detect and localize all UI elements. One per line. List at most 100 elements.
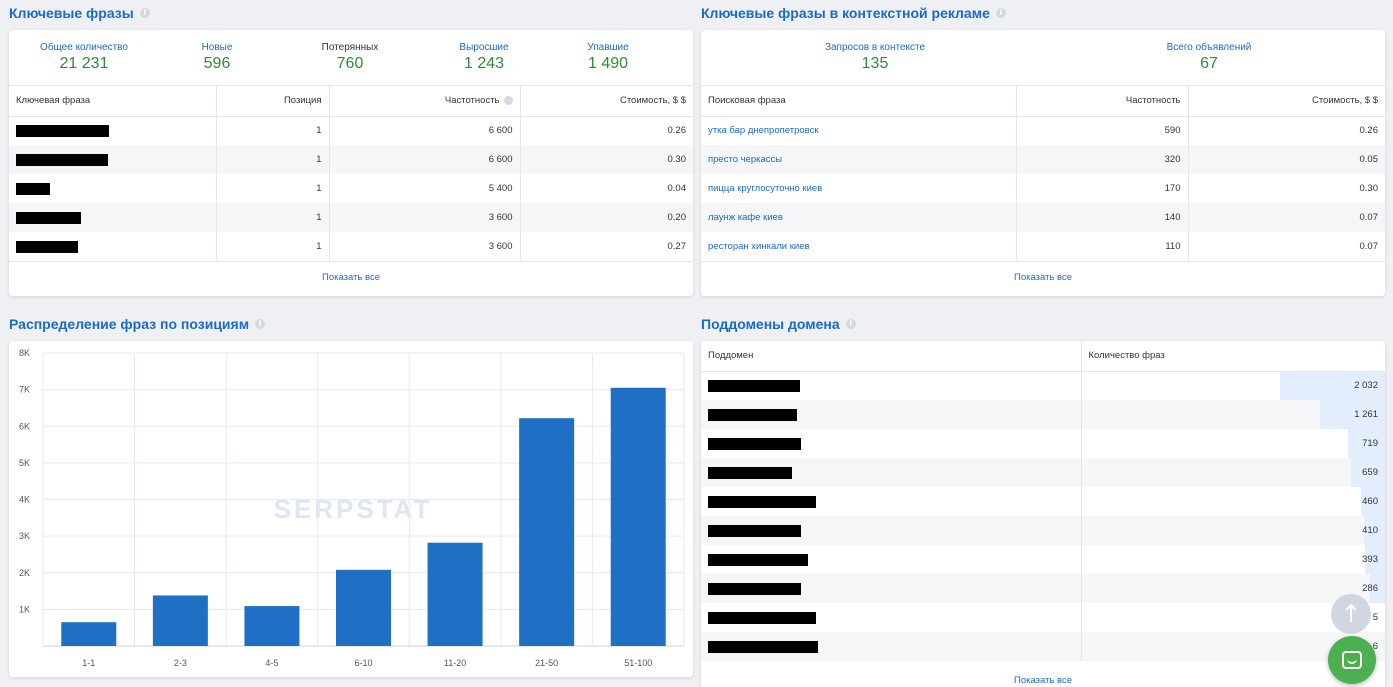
position-distribution-chart: SERPSTAT 1K 2K 3K 4K 5K 6K 7K 8K 1-1 2-3 4-5 6-10 11… xyxy=(19,348,685,668)
phrase-link[interactable]: престо черкассы xyxy=(701,145,1017,174)
bar-51-100[interactable] xyxy=(610,387,666,646)
table-row: 5 xyxy=(701,603,1385,632)
info-icon[interactable] xyxy=(503,96,513,106)
phrase-count: 659 xyxy=(1362,467,1378,478)
bar-11-20[interactable] xyxy=(427,542,483,646)
ads-table: Поисковая фраза Частотность Стоимость, $… xyxy=(701,86,1385,261)
info-icon[interactable]: i xyxy=(255,319,266,329)
col-cost[interactable]: Стоимость, $ $ xyxy=(1188,86,1385,117)
phrase-count: 460 xyxy=(1362,496,1378,507)
redacted-subdomain xyxy=(708,437,801,450)
chat-icon xyxy=(1342,651,1362,669)
keywords-table: Ключевая фраза Позиция Частотность Стоим… xyxy=(9,86,693,261)
stat-context-queries[interactable]: Запросов в контексте 135 xyxy=(824,42,926,72)
bar-1-1[interactable] xyxy=(61,622,117,646)
redacted-subdomain xyxy=(708,582,801,595)
stat-lost: Потерянных 760 xyxy=(321,42,379,72)
y-tick-label: 4K xyxy=(19,495,30,505)
col-cost[interactable]: Стоимость, $ $ xyxy=(520,86,693,117)
stat-grown[interactable]: Выросшие 1 243 xyxy=(459,42,509,72)
x-tick-label: 1-1 xyxy=(82,658,95,668)
y-tick-label: 3K xyxy=(19,531,30,541)
table-row: 1 3 600 0.27 xyxy=(9,232,693,261)
chat-button[interactable] xyxy=(1328,636,1376,684)
stat-total-ads[interactable]: Всего объявлений 67 xyxy=(1166,42,1252,72)
phrase-count: 6 xyxy=(1372,641,1378,652)
subdomains-table: Поддомен Количество фраз 2 032 1 261 719 65… xyxy=(701,341,1385,661)
info-icon[interactable]: i xyxy=(845,319,856,329)
bar-2-3[interactable] xyxy=(152,595,208,646)
redacted-keyword xyxy=(16,240,78,253)
col-position[interactable]: Позиция xyxy=(216,86,330,117)
col-phrase-count[interactable]: Количество фраз xyxy=(1081,341,1385,372)
x-tick-label: 6-10 xyxy=(354,658,372,668)
table-row: 659 xyxy=(701,458,1385,487)
x-tick-label: 4-5 xyxy=(265,658,278,668)
keywords-card: Общее количество 21 231 Новые 596 Потеря… xyxy=(9,30,693,296)
bar-4-5[interactable] xyxy=(244,606,300,646)
col-search-phrase[interactable]: Поисковая фраза xyxy=(701,86,1017,117)
x-tick-label: 11-20 xyxy=(444,658,466,668)
phrase-link[interactable]: лаунж кафе киев xyxy=(701,203,1017,232)
share-bar xyxy=(1347,429,1385,458)
table-row: 719 xyxy=(701,429,1385,458)
redacted-subdomain xyxy=(708,524,801,537)
y-tick-label: 1K xyxy=(19,604,30,614)
table-row: 1 6 600 0.26 xyxy=(9,116,693,145)
keywords-stats: Общее количество 21 231 Новые 596 Потеря… xyxy=(9,30,693,86)
x-tick-label: 2-3 xyxy=(174,658,187,668)
redacted-subdomain xyxy=(708,495,816,508)
redacted-keyword xyxy=(16,211,81,224)
stat-total[interactable]: Общее количество 21 231 xyxy=(40,42,128,72)
share-bar xyxy=(1370,574,1385,603)
ads-show-all-link[interactable]: Показать все xyxy=(701,261,1385,293)
table-row: ресторан хинкали киев 110 0.07 xyxy=(701,232,1385,261)
x-tick-label: 21-50 xyxy=(535,658,558,668)
table-row: 2 032 xyxy=(701,371,1385,400)
phrase-link[interactable]: утка бар днепропетровск xyxy=(701,116,1017,145)
table-row: 410 xyxy=(701,516,1385,545)
ads-section-title: Ключевые фразы в контекстной рекламе i xyxy=(701,5,1006,21)
table-row: 1 6 600 0.30 xyxy=(9,145,693,174)
phrase-count: 2 032 xyxy=(1354,380,1378,392)
keywords-section-title: Ключевые фразы i xyxy=(9,5,150,21)
phrase-count: 393 xyxy=(1362,554,1378,565)
phrase-count: 286 xyxy=(1362,583,1378,594)
redacted-subdomain xyxy=(708,408,797,421)
redacted-keyword xyxy=(16,153,108,166)
table-row: 1 3 600 0.20 xyxy=(9,203,693,232)
share-bar xyxy=(1280,371,1385,400)
redacted-keyword xyxy=(16,182,50,195)
table-row: лаунж кафе киев 140 0.07 xyxy=(701,203,1385,232)
col-keyword[interactable]: Ключевая фраза xyxy=(9,86,217,117)
scroll-up-icon[interactable]: ↑ xyxy=(1331,594,1371,634)
redacted-subdomain xyxy=(708,640,818,653)
ads-stats: Запросов в контексте 135 Всего объявлени… xyxy=(701,30,1385,86)
subdomains-card: Поддомен Количество фраз 2 032 1 261 719 65… xyxy=(701,341,1385,687)
keywords-show-all-link[interactable]: Показать все xyxy=(9,261,693,293)
y-tick-label: 6K xyxy=(19,421,30,431)
phrase-link[interactable]: ресторан хинкали киев xyxy=(701,232,1017,261)
phrase-count: 1 261 xyxy=(1354,409,1378,420)
col-frequency[interactable]: Частотность xyxy=(329,86,521,117)
phrase-link[interactable]: пицца круглосуточно киев xyxy=(701,174,1017,203)
redacted-subdomain xyxy=(708,553,808,566)
share-bar xyxy=(1351,458,1385,487)
redacted-subdomain xyxy=(708,379,800,392)
bar-21-50[interactable] xyxy=(519,418,575,646)
col-subdomain[interactable]: Поддомен xyxy=(701,341,1082,372)
subdomains-show-all-link[interactable]: Показать все xyxy=(1014,675,1072,686)
table-row: 6 xyxy=(701,632,1385,661)
ads-card: Запросов в контексте 135 Всего объявлени… xyxy=(701,30,1385,296)
table-row: престо черкассы 320 0.05 xyxy=(701,145,1385,174)
table-row: 1 5 400 0.04 xyxy=(9,174,693,203)
serpstat-watermark: SERPSTAT xyxy=(274,494,433,524)
info-icon[interactable]: i xyxy=(995,8,1006,18)
y-tick-label: 8K xyxy=(19,348,30,358)
stat-dropped[interactable]: Упавшие 1 490 xyxy=(587,42,629,72)
info-icon[interactable]: i xyxy=(139,8,150,18)
table-row: 1 261 xyxy=(701,400,1385,429)
stat-new[interactable]: Новые 596 xyxy=(201,42,233,72)
bar-6-10[interactable] xyxy=(336,569,391,646)
col-frequency[interactable]: Частотность xyxy=(1016,86,1189,117)
